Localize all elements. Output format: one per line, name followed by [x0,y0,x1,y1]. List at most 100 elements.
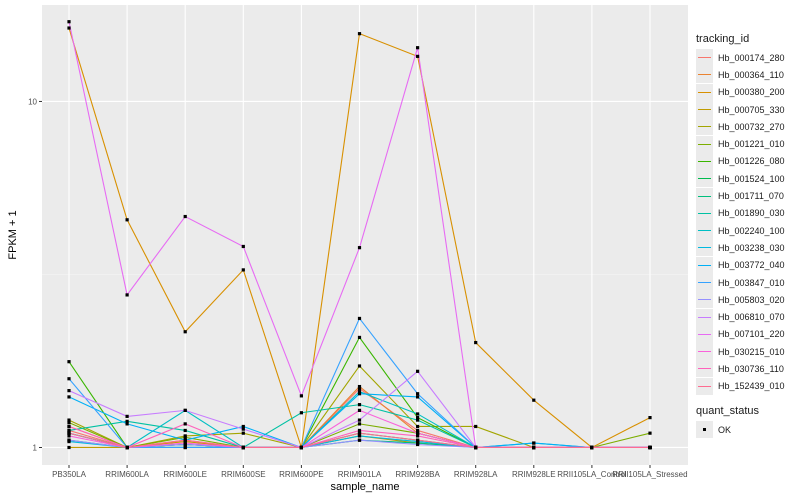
data-point [648,416,652,420]
x-tick-label: RRIM928LA [454,470,498,479]
data-point [357,422,362,426]
data-point [183,438,187,442]
data-point [125,218,129,222]
legend-label: Hb_001711_070 [718,191,784,202]
data-point [241,424,245,429]
legend-key: Hb_030736_110 [696,360,785,378]
data-point [357,428,362,433]
data-point [67,389,71,393]
y-tick-label: 10 [28,97,37,106]
line-swatch [696,360,713,378]
line-swatch [696,308,713,326]
point-swatch [696,421,713,439]
legend-key: OK [696,421,759,439]
data-point [416,412,420,416]
data-point [357,384,362,389]
legend-label: Hb_030736_110 [718,363,784,374]
data-point [416,54,420,58]
data-point [241,244,245,249]
line-swatch [696,101,713,119]
data-point [67,20,71,24]
legend-key: Hb_007101_220 [696,325,785,343]
legend-key: Hb_001524_100 [696,170,785,188]
data-point [241,431,245,435]
legend-label: Hb_152439_010 [718,381,785,392]
data-point [183,428,187,433]
x-axis-title: sample_name [330,481,399,493]
data-point [67,431,71,435]
data-point [357,434,362,438]
legend-label: Hb_000364_110 [718,69,784,80]
legend-key: Hb_003238_030 [696,239,785,257]
data-point [67,395,71,399]
line-swatch [696,170,713,188]
data-point [67,424,71,429]
legend-label: Hb_000380_200 [718,87,785,98]
data-point [183,445,187,450]
data-point [67,418,71,422]
data-point [357,364,362,368]
data-point [357,316,362,321]
legend-label: Hb_000174_280 [718,52,785,63]
data-point [416,392,420,396]
line-swatch [696,274,713,291]
line-swatch [696,222,713,240]
data-point [590,445,594,450]
data-point [241,427,245,431]
legend-label: Hb_002240_100 [718,225,785,236]
data-point [474,340,478,345]
data-point [67,360,71,364]
data-point [357,403,362,407]
line-swatch [696,83,713,101]
x-tick-label: RRIM600PE [279,470,323,479]
data-point [67,421,71,425]
data-point [416,416,420,420]
legend-key: Hb_001711_070 [696,187,785,205]
data-point [67,428,71,433]
data-point [125,422,129,426]
line-swatch [696,256,713,274]
legend-label: Hb_007101_220 [718,329,785,340]
data-point [532,441,536,445]
data-point [474,445,478,450]
data-point [67,377,71,381]
legend-label: Hb_003847_010 [718,277,785,288]
data-point [416,438,420,442]
data-point [532,398,536,402]
data-point [357,390,362,394]
legend-label: Hb_006810_070 [718,312,785,323]
data-point [357,386,362,391]
data-point [357,408,362,412]
data-point [416,428,420,433]
data-point [416,442,420,447]
data-point [183,422,187,426]
legend-key: Hb_006810_070 [696,308,785,326]
legend-key: Hb_000380_200 [696,83,785,101]
legend-label: Hb_003238_030 [718,242,785,253]
x-tick-label: RRII105LA_Control [557,470,627,479]
legend-key: Hb_002240_100 [696,222,785,240]
legend-title: quant_status [696,405,759,417]
data-point [416,46,420,50]
x-tick-label: PB350LA [52,470,86,479]
data-point [357,32,362,36]
data-point [416,431,420,435]
data-point [532,445,536,450]
data-point [67,26,71,30]
data-point [357,335,362,340]
legend-label: Hb_001221_010 [718,139,785,150]
x-tick-label: RRII105LA_Stressed [612,470,687,479]
data-point [125,445,129,450]
x-tick-label: RRIM600LE [163,470,207,479]
line-swatch [696,49,713,67]
x-tick-label: RRIM928BA [395,470,440,479]
data-point [357,438,362,442]
line-swatch [696,343,713,361]
data-point [416,418,420,422]
line-swatch [696,325,713,343]
y-tick-label: 1 [33,443,38,452]
data-point [299,445,303,450]
x-tick-label: RRIM600SE [221,470,265,479]
legend-key: Hb_003772_040 [696,256,785,274]
